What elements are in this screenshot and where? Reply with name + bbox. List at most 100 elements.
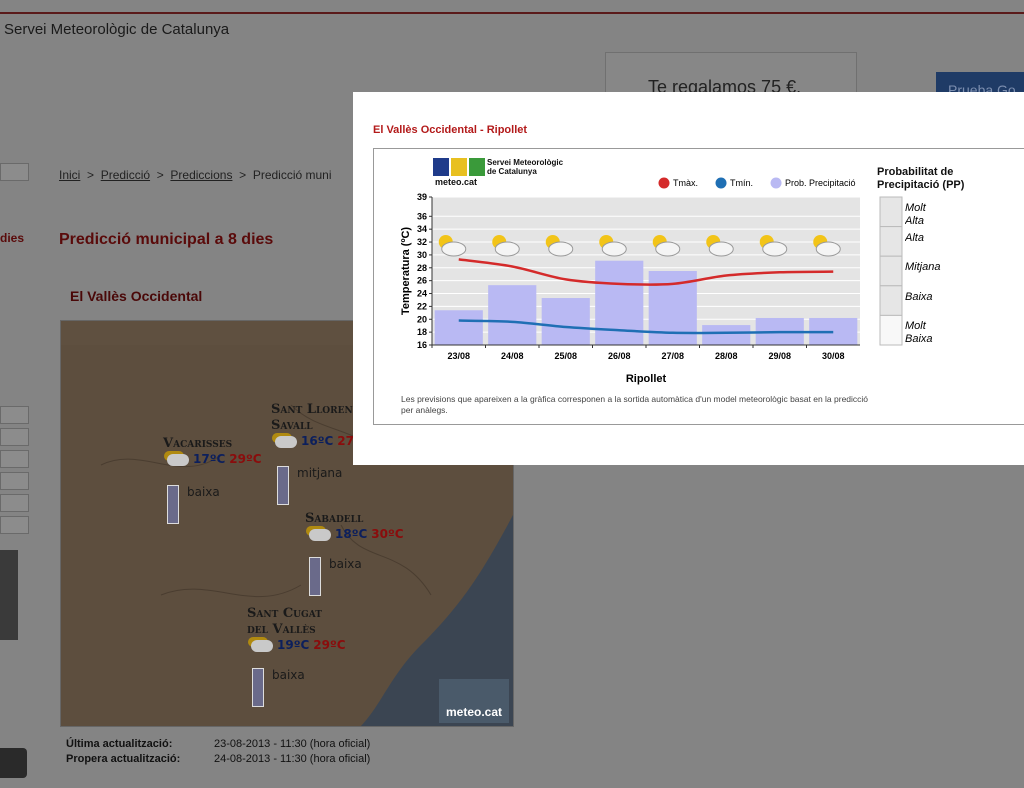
pp-box <box>879 285 903 316</box>
bar <box>541 298 590 345</box>
tmax: 29ºC <box>229 452 262 466</box>
town: Sabadell 18ºC 30ºC baixa <box>305 511 404 596</box>
legend-label: Prob. Precipitació <box>785 178 856 188</box>
pp-box <box>879 314 903 346</box>
breadcrumb-sep: > <box>156 168 164 182</box>
x-tick-label: 24/08 <box>501 351 524 361</box>
sidebar-input[interactable] <box>0 450 29 468</box>
icon-cloud <box>494 241 520 257</box>
town-temps: 17ºC 29ºC <box>193 452 262 466</box>
line <box>458 319 834 335</box>
tmax: 29ºC <box>313 638 346 652</box>
sidebar-input[interactable] <box>0 428 29 446</box>
pp-level: Baixa <box>905 290 933 303</box>
icon-cloud <box>708 241 734 257</box>
page-title: Predicció municipal a 8 dies <box>59 231 274 248</box>
y-tick-label: 36 <box>417 211 427 221</box>
town-icon <box>251 640 273 652</box>
pp-level: Molt Alta <box>905 202 926 227</box>
pp-label-box: Alta <box>905 231 924 244</box>
top-line <box>0 12 1024 14</box>
pp-box <box>879 226 903 257</box>
sidebar-button[interactable] <box>0 748 27 778</box>
sidebar-input[interactable] <box>0 494 29 512</box>
logo-leaf <box>469 158 485 176</box>
site-title[interactable]: Servei Meteorològic de Catalunya <box>4 21 230 38</box>
legend-swatch <box>770 177 782 189</box>
x-tick-label: 26/08 <box>608 351 631 361</box>
update-value: 23-08-2013 - 11:30 (hora oficial) <box>214 738 371 750</box>
region-title: El Vallès Occidental <box>70 288 203 304</box>
y-tick-label: 24 <box>417 289 427 299</box>
sidebar-input[interactable] <box>0 516 29 534</box>
pp-level: Molt Baixa <box>905 320 933 346</box>
bar <box>488 285 537 345</box>
breadcrumb-sep: > <box>239 168 247 182</box>
y-tick-label: 34 <box>417 224 427 234</box>
logo-name-box: Servei Meteorològic de Catalunya <box>487 158 563 176</box>
town-name-line: Savall <box>271 418 313 433</box>
breadcrumb-sep: > <box>87 168 95 182</box>
legend-label: Tmàx. <box>673 178 698 188</box>
pp-label-box: Mitjana <box>905 261 941 274</box>
modal: El Vallès Occidental - Ripollet meteo.ca… <box>353 92 1024 465</box>
chart: meteo.cat Servei Meteorològic de Catalun… <box>373 148 1024 425</box>
bar <box>702 325 751 345</box>
logo-sun <box>451 158 467 176</box>
breadcrumb-link[interactable]: Prediccions <box>170 168 233 182</box>
pp-label-box: Baixa <box>905 290 933 303</box>
pp-label-box: Molt Baixa <box>905 320 933 346</box>
pp-bar <box>252 668 264 707</box>
pp-label-box: Molt Alta <box>905 202 926 227</box>
tmin: 18ºC <box>335 527 368 541</box>
y-axis-label: Temperatura (ºC) <box>400 227 412 315</box>
x-tick-label: 29/08 <box>768 351 791 361</box>
sidebar-input[interactable] <box>0 163 29 181</box>
breadcrumb-link[interactable]: Predicció <box>100 168 151 182</box>
border-lines <box>100 404 432 598</box>
breadcrumb-link[interactable]: Inici <box>59 168 81 182</box>
pp-bar <box>309 557 321 596</box>
town-name: Sabadell <box>305 511 404 527</box>
town-name-line: Vacarisses <box>163 436 233 451</box>
icon-cloud <box>815 241 841 257</box>
y-tick-label: 26 <box>417 276 427 286</box>
town-name-line: Sabadell <box>305 511 364 526</box>
line <box>458 258 834 286</box>
breadcrumb: Inici > Predicció > Prediccions > Predic… <box>59 168 332 182</box>
tmin: 16ºC <box>301 434 334 448</box>
town-pp: baixa <box>329 557 362 571</box>
logo-flag <box>433 158 449 176</box>
legend-swatch <box>715 177 727 189</box>
pp-level: Alta <box>905 231 924 244</box>
icon-cloud <box>655 241 681 257</box>
town-icon <box>309 529 331 541</box>
town-pp: baixa <box>272 668 305 682</box>
update-value: 24-08-2013 - 11:30 (hora oficial) <box>214 753 371 765</box>
icon-cloud <box>548 241 574 257</box>
y-tick-label: 16 <box>417 340 427 350</box>
sidebar-widget <box>0 550 18 640</box>
sea <box>361 515 513 726</box>
town-icon <box>275 436 297 448</box>
pp-bar <box>277 466 289 505</box>
town-name: Sant Llorenç Savall <box>271 402 370 434</box>
sidebar-heading: dies <box>0 231 25 245</box>
update-label: Última actualització: <box>66 738 173 750</box>
town-name-line: del Vallès <box>247 622 316 637</box>
sidebar-input[interactable] <box>0 472 29 490</box>
breadcrumb-current: Predicció muni <box>252 168 332 182</box>
pp-title: Probabilitat de Precipitació (PP) <box>877 166 965 191</box>
legend-swatch <box>658 177 670 189</box>
pp-box <box>879 255 903 287</box>
sidebar-input[interactable] <box>0 406 29 424</box>
note-box: Les previsions que apareixen a la gràfic… <box>401 394 868 415</box>
y-tick-label: 18 <box>417 327 427 337</box>
map-logo-box <box>439 679 509 723</box>
y-tick-label: 22 <box>417 301 427 311</box>
map-logo: meteo.cat <box>446 705 502 719</box>
pp-title-box: Probabilitat de Precipitació (PP) <box>877 166 965 191</box>
x-tick-label: 25/08 <box>554 351 577 361</box>
pp-level: Mitjana <box>905 261 941 274</box>
